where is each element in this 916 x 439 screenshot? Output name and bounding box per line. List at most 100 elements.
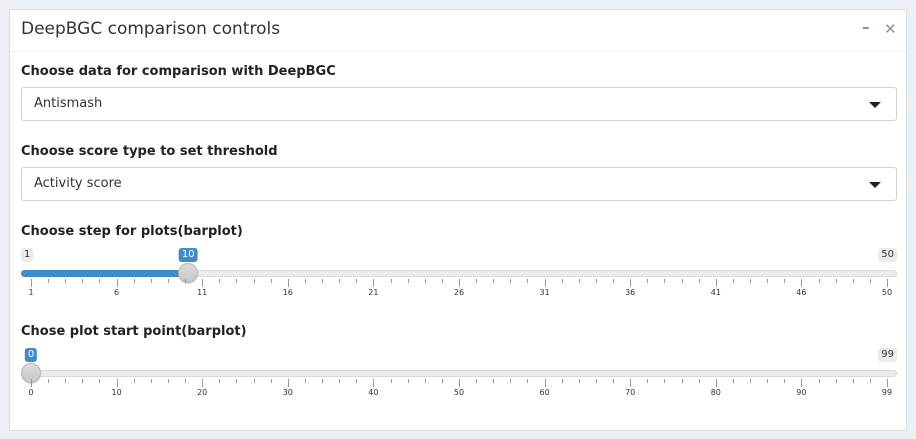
slider-major-tick — [715, 279, 717, 287]
slider-tick-label: 50 — [453, 388, 465, 397]
start-point-slider[interactable]: 99 0 0 10 20 30 40 50 60 70 80 90 99 — [21, 348, 897, 408]
slider-minor-tick — [424, 379, 426, 383]
slider-minor-tick — [869, 279, 871, 283]
slider-minor-tick — [253, 279, 255, 283]
slider-minor-tick — [356, 279, 358, 283]
slider-tick-label: 21 — [368, 288, 379, 297]
slider-minor-tick — [150, 379, 152, 383]
slider-minor-tick — [681, 279, 683, 283]
slider-minor-tick — [99, 279, 101, 283]
slider-tick-label: 16 — [282, 288, 293, 297]
slider-minor-tick — [82, 379, 84, 383]
slider-minor-tick — [613, 279, 615, 283]
slider-tick-label: 20 — [197, 388, 208, 397]
slider-minor-tick — [270, 279, 272, 283]
slider-major-tick — [202, 279, 204, 287]
slider-minor-tick — [48, 279, 50, 283]
slider-minor-tick — [407, 379, 409, 383]
slider-minor-tick — [65, 379, 67, 383]
slider-tick-label: 70 — [625, 388, 636, 397]
slider-minor-tick — [732, 279, 734, 283]
slider-tick-label: 99 — [881, 388, 893, 397]
slider-minor-tick — [133, 279, 135, 283]
slider-tick-label: 80 — [710, 388, 721, 397]
slider-major-tick — [31, 379, 32, 387]
minus-icon[interactable]: – — [862, 18, 870, 36]
slider-tick-label: 31 — [539, 288, 550, 297]
score-type-select[interactable]: Activity score — [21, 167, 897, 201]
slider-minor-tick — [236, 379, 238, 383]
slider-minor-tick — [322, 279, 324, 283]
slider-major-tick — [31, 279, 32, 287]
slider-minor-tick — [339, 279, 341, 283]
slider-handle[interactable] — [178, 263, 199, 283]
caret-down-icon — [869, 182, 881, 188]
slider-minor-tick — [48, 379, 50, 383]
slider-minor-tick — [732, 379, 734, 383]
slider-minor-tick — [253, 379, 255, 383]
slider-minor-tick — [99, 379, 101, 383]
panel-header: DeepBGC comparison controls – ✕ — [10, 10, 906, 52]
slider-minor-tick — [476, 379, 478, 383]
slider-major-tick — [544, 279, 546, 287]
slider-value-bubble: 0 — [24, 348, 38, 362]
slider-minor-tick — [647, 379, 649, 383]
slider-value-bubble: 10 — [178, 248, 198, 262]
slider-track[interactable] — [21, 370, 897, 377]
slider-major-tick — [887, 279, 888, 287]
deepbgc-controls-panel: DeepBGC comparison controls – ✕ Choose d… — [9, 9, 907, 431]
slider-minor-tick — [270, 379, 272, 383]
slider-major-tick — [459, 379, 460, 387]
slider-tick-label: 60 — [539, 388, 550, 397]
slider-minor-tick — [82, 279, 84, 283]
slider-major-tick — [887, 379, 888, 387]
step-slider-label: Choose step for plots(barplot) — [21, 224, 243, 239]
slider-tick-label: 90 — [796, 388, 807, 397]
slider-minor-tick — [65, 279, 67, 283]
slider-minor-tick — [407, 279, 409, 283]
slider-minor-tick — [185, 379, 187, 383]
slider-minor-tick — [236, 279, 238, 283]
slider-minor-tick — [664, 279, 666, 283]
slider-minor-tick — [219, 279, 221, 283]
slider-minor-tick — [767, 379, 769, 383]
close-icon[interactable]: ✕ — [884, 20, 897, 38]
slider-major-tick — [373, 379, 375, 387]
slider-minor-tick — [852, 279, 854, 283]
slider-tick-label: 10 — [111, 388, 122, 397]
slider-major-tick — [630, 279, 632, 287]
slider-minor-tick — [698, 279, 700, 283]
slider-minor-tick — [441, 279, 443, 283]
slider-major-tick — [116, 279, 118, 287]
slider-minor-tick — [493, 379, 495, 383]
panel-title: DeepBGC comparison controls — [21, 19, 281, 39]
slider-minor-tick — [356, 379, 358, 383]
slider-tick-label: 40 — [368, 388, 379, 397]
slider-ticks — [21, 379, 897, 387]
slider-minor-tick — [133, 379, 135, 383]
compare-select-value: Antismash — [34, 96, 103, 111]
slider-minor-tick — [647, 279, 649, 283]
slider-tick-label: 11 — [197, 288, 208, 297]
slider-minor-tick — [390, 379, 392, 383]
step-slider[interactable]: 1 50 10 1 6 11 16 21 26 31 36 41 46 50 — [21, 248, 897, 308]
slider-tick-label: 36 — [625, 288, 636, 297]
slider-minor-tick — [750, 279, 752, 283]
slider-major-tick — [116, 379, 118, 387]
slider-minor-tick — [613, 379, 615, 383]
slider-major-tick — [202, 379, 204, 387]
slider-minor-tick — [578, 379, 580, 383]
slider-minor-tick — [835, 379, 837, 383]
slider-minor-tick — [339, 379, 341, 383]
slider-minor-tick — [561, 379, 563, 383]
slider-minor-tick — [698, 379, 700, 383]
slider-minor-tick — [167, 379, 169, 383]
slider-minor-tick — [322, 379, 324, 383]
slider-minor-tick — [561, 279, 563, 283]
slider-minor-tick — [527, 379, 529, 383]
slider-tick-label: 30 — [282, 388, 293, 397]
compare-select-label: Choose data for comparison with DeepBGC — [21, 64, 336, 79]
slider-minor-tick — [750, 379, 752, 383]
slider-tick-label: 0 — [28, 388, 34, 397]
compare-data-select[interactable]: Antismash — [21, 87, 897, 121]
